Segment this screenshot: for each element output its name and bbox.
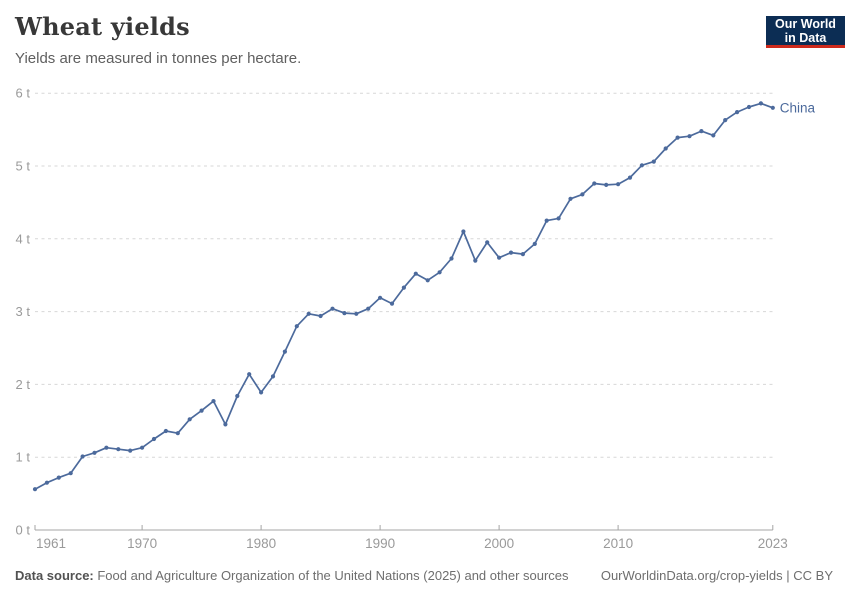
data-point-2004[interactable] xyxy=(544,218,549,223)
entity-label-china[interactable]: China xyxy=(780,100,816,115)
data-point-1996[interactable] xyxy=(449,256,454,261)
x-tick-label-1961: 1961 xyxy=(36,536,66,551)
data-point-2010[interactable] xyxy=(616,182,621,187)
x-tick-label-1980: 1980 xyxy=(246,536,276,551)
chart-subtitle: Yields are measured in tonnes per hectar… xyxy=(15,50,302,67)
data-point-2012[interactable] xyxy=(639,163,645,168)
data-point-1971[interactable] xyxy=(151,436,157,442)
data-point-1972[interactable] xyxy=(163,428,168,434)
data-point-1984[interactable] xyxy=(306,311,311,316)
data-point-1993[interactable] xyxy=(413,271,418,276)
x-tick-label-2010: 2010 xyxy=(603,536,633,551)
data-point-1998[interactable] xyxy=(473,258,478,263)
data-point-2011[interactable] xyxy=(627,175,633,180)
owid-logo-line2: in Data xyxy=(784,30,827,45)
x-tick-label-1970: 1970 xyxy=(127,536,157,551)
data-point-1973[interactable] xyxy=(175,431,180,436)
data-point-1976[interactable] xyxy=(211,399,216,404)
data-point-2014[interactable] xyxy=(663,146,668,151)
data-point-1980[interactable] xyxy=(259,390,264,395)
y-tick-label-6: 6 t xyxy=(16,86,31,101)
data-point-2015[interactable] xyxy=(675,135,680,140)
y-tick-label-3: 3 t xyxy=(16,304,31,319)
data-point-2006[interactable] xyxy=(568,196,573,201)
x-tick-label-1990: 1990 xyxy=(365,536,395,551)
data-point-1966[interactable] xyxy=(92,450,97,455)
data-point-1978[interactable] xyxy=(235,393,240,399)
series-line-china[interactable] xyxy=(34,102,774,490)
data-point-2023[interactable] xyxy=(770,105,775,110)
data-source-label: Data source: xyxy=(15,568,94,583)
y-tick-label-4: 4 t xyxy=(16,231,31,246)
data-point-2016[interactable] xyxy=(687,134,692,139)
data-point-2019[interactable] xyxy=(723,118,728,123)
data-point-2018[interactable] xyxy=(711,133,716,138)
data-point-1968[interactable] xyxy=(116,447,121,452)
data-point-1983[interactable] xyxy=(294,324,299,329)
data-point-1963[interactable] xyxy=(56,475,61,480)
y-tick-label-0: 0 t xyxy=(16,523,31,538)
data-point-1964[interactable] xyxy=(68,471,73,476)
data-point-1965[interactable] xyxy=(80,454,85,459)
data-point-2007[interactable] xyxy=(580,192,585,197)
owid-logo[interactable]: Our World in Data xyxy=(766,16,845,48)
data-point-1961[interactable] xyxy=(32,487,38,492)
data-point-1992[interactable] xyxy=(401,285,406,290)
data-point-1962[interactable] xyxy=(44,480,50,485)
data-point-2020[interactable] xyxy=(735,110,740,115)
data-point-2017[interactable] xyxy=(699,129,704,134)
y-tick-label-1: 1 t xyxy=(16,450,31,465)
data-point-1981[interactable] xyxy=(270,374,276,379)
data-point-1982[interactable] xyxy=(282,349,287,354)
y-tick-label-2: 2 t xyxy=(16,377,31,392)
data-point-1990[interactable] xyxy=(378,295,383,300)
data-point-1974[interactable] xyxy=(187,417,192,422)
data-point-1977[interactable] xyxy=(223,422,228,427)
data-point-1989[interactable] xyxy=(366,306,371,311)
x-tick-label-2000: 2000 xyxy=(484,536,514,551)
data-source-note: Data source: Food and Agriculture Organi… xyxy=(15,568,569,583)
owid-link[interactable]: OurWorldinData.org/crop-yields | CC BY xyxy=(600,568,833,583)
data-point-1969[interactable] xyxy=(128,448,133,453)
data-point-2008[interactable] xyxy=(592,181,597,186)
data-point-1970[interactable] xyxy=(140,445,145,450)
data-point-1997[interactable] xyxy=(461,229,466,234)
y-tick-label-5: 5 t xyxy=(16,159,31,174)
data-point-1995[interactable] xyxy=(437,270,442,275)
data-point-1999[interactable] xyxy=(485,240,490,245)
data-point-1975[interactable] xyxy=(199,408,204,413)
data-point-2021[interactable] xyxy=(746,104,752,110)
owid-logo-line1: Our World xyxy=(775,16,836,31)
data-point-2005[interactable] xyxy=(556,216,561,221)
data-point-2022[interactable] xyxy=(758,101,764,106)
data-point-1979[interactable] xyxy=(247,372,252,377)
data-point-2009[interactable] xyxy=(604,182,609,187)
page-title: Wheat yields xyxy=(15,12,190,41)
data-point-2003[interactable] xyxy=(532,241,537,246)
data-source-text: Food and Agriculture Organization of the… xyxy=(93,568,569,583)
data-point-2001[interactable] xyxy=(508,250,514,255)
data-point-1967[interactable] xyxy=(104,445,109,450)
data-point-1991[interactable] xyxy=(389,301,395,306)
data-point-2002[interactable] xyxy=(520,252,526,257)
data-point-1986[interactable] xyxy=(330,306,335,311)
data-point-1988[interactable] xyxy=(354,311,359,316)
data-point-2000[interactable] xyxy=(497,255,502,260)
data-point-2013[interactable] xyxy=(651,159,656,164)
x-tick-label-2023: 2023 xyxy=(758,536,788,551)
data-point-1987[interactable] xyxy=(342,311,347,316)
data-point-1985[interactable] xyxy=(318,313,323,319)
data-point-1994[interactable] xyxy=(425,278,430,283)
